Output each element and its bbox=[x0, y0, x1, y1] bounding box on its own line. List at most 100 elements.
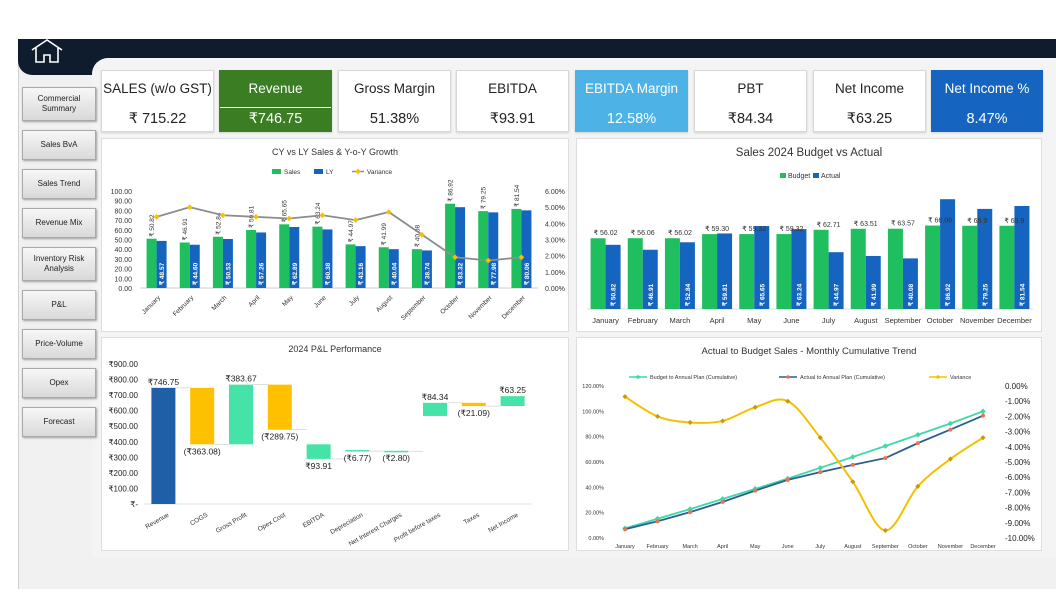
x-tick-label: February bbox=[628, 316, 658, 325]
x-tick-label: August bbox=[854, 316, 878, 325]
nav-sales-bva[interactable]: Sales BvA bbox=[22, 130, 96, 160]
budget-marker bbox=[947, 420, 954, 427]
actual-marker bbox=[948, 427, 953, 432]
sales-data-label: ₹ 81.54 bbox=[513, 184, 521, 207]
ly-bar bbox=[156, 240, 167, 288]
y-tick-label: 100.00 bbox=[111, 189, 133, 196]
kpi-label: Net Income bbox=[834, 81, 905, 96]
sales-bar bbox=[345, 244, 356, 288]
kpi-card: Revenue ₹746.75 bbox=[219, 70, 332, 132]
y-tick-label: 120.00% bbox=[582, 384, 604, 390]
actual-data-label: ₹ 86.92 bbox=[944, 283, 952, 306]
x-tick-label: March bbox=[682, 544, 697, 550]
home-icon[interactable] bbox=[28, 38, 66, 64]
x-tick-label: Net Income bbox=[487, 511, 520, 534]
nav-forecast[interactable]: Forecast bbox=[22, 407, 96, 437]
x-tick-label: May bbox=[747, 316, 761, 325]
variance-marker bbox=[720, 418, 726, 424]
actual-marker bbox=[655, 519, 660, 524]
y-tick-label: 40.00% bbox=[585, 485, 604, 491]
x-tick-label: May bbox=[281, 294, 295, 308]
nav-opex[interactable]: Opex bbox=[22, 368, 96, 398]
chart-title: Sales 2024 Budget vs Actual bbox=[735, 147, 883, 159]
y-tick-label: 50.00 bbox=[114, 238, 132, 245]
actual-data-label: ₹ 81.54 bbox=[1018, 283, 1026, 306]
nav-price-volume[interactable]: Price-Volume bbox=[22, 329, 96, 359]
kpi-label: PBT bbox=[737, 81, 764, 96]
y2-tick-label: -5.00% bbox=[1005, 458, 1030, 467]
x-tick-label: July bbox=[348, 294, 362, 308]
ly-data-label: ₹ 48.57 bbox=[158, 262, 166, 285]
y-tick-label: 80.00 bbox=[114, 208, 132, 215]
pl-waterfall-chart: ₹900.00 ₹800.00 ₹700.00 ₹600.00 ₹500.00 ₹400.… bbox=[108, 360, 532, 548]
sales-data-label: ₹ 52.84 bbox=[214, 212, 222, 235]
x-tick-label: February bbox=[647, 544, 669, 550]
waterfall-bar bbox=[151, 387, 176, 504]
waterfall-data-label: ₹84.34 bbox=[422, 392, 449, 402]
legend-marker bbox=[355, 168, 361, 175]
legend-marker bbox=[936, 375, 940, 379]
chart-title: CY vs LY Sales & Y-o-Y Growth bbox=[272, 147, 398, 157]
kpi-card: Net Income ₹63.25 bbox=[813, 70, 926, 132]
ly-data-label: ₹ 83.32 bbox=[457, 262, 465, 285]
budget-bar bbox=[813, 229, 829, 309]
waterfall-bar bbox=[345, 450, 370, 452]
variance-marker bbox=[882, 527, 888, 533]
budget-data-label: ₹ 56.06 bbox=[631, 229, 655, 237]
budget-marker bbox=[915, 431, 921, 438]
kpi-label: Net Income % bbox=[944, 81, 1030, 96]
x-tick-label: Revenue bbox=[144, 511, 170, 530]
sales-bar bbox=[411, 249, 422, 288]
ly-data-label: ₹ 62.89 bbox=[291, 262, 299, 285]
actual-bar bbox=[717, 233, 733, 309]
budget-bar bbox=[850, 228, 866, 309]
actual-bar bbox=[642, 249, 658, 309]
budget-marker bbox=[980, 408, 986, 415]
budget-data-label: ₹ 62.71 bbox=[817, 221, 841, 229]
budget-data-label: ₹ 59.32 bbox=[779, 225, 803, 233]
legend-swatch bbox=[813, 173, 819, 178]
x-tick-label: April bbox=[247, 294, 262, 309]
budget-data-label: ₹ 56.02 bbox=[668, 229, 692, 237]
nav-revenue-mix[interactable]: Revenue Mix bbox=[22, 208, 96, 238]
sales-bar bbox=[511, 208, 522, 288]
cumulative-trend-panel: Actual to Budget Sales - Monthly Cumulat… bbox=[576, 337, 1042, 551]
kpi-value: ₹746.75 bbox=[248, 111, 303, 127]
waterfall-data-label: (₹21.09) bbox=[458, 408, 491, 418]
y2-tick-label: -7.00% bbox=[1005, 488, 1030, 497]
budget-actual-chart: ₹ 56.02 ₹ 50.82 January ₹ 56.06 ₹ 46.91 Febru… bbox=[587, 173, 1033, 325]
y-tick-label: 20.00 bbox=[114, 267, 132, 274]
kpi-card: Gross Margin 51.38% bbox=[338, 70, 451, 132]
nav-commercial-summary[interactable]: Commercial Summary bbox=[22, 87, 96, 121]
ly-bar bbox=[488, 212, 499, 288]
y2-tick-label: -10.00% bbox=[1005, 534, 1035, 543]
y2-tick-label: -8.00% bbox=[1005, 504, 1030, 513]
nav-sales-trend[interactable]: Sales Trend bbox=[22, 169, 96, 199]
budget-data-label: ₹ 59.30 bbox=[705, 225, 729, 233]
ly-bar bbox=[289, 226, 300, 288]
y2-tick-label: 0.00% bbox=[545, 286, 565, 293]
y-tick-label: 0.00% bbox=[588, 536, 604, 542]
variance-marker bbox=[352, 217, 359, 223]
budget-bar bbox=[962, 225, 978, 309]
nav-pl[interactable]: P&L bbox=[22, 290, 96, 320]
waterfall-bar bbox=[267, 384, 292, 430]
actual-data-label: ₹ 40.08 bbox=[907, 283, 915, 306]
x-tick-label: March bbox=[669, 316, 690, 325]
x-tick-label: September bbox=[400, 294, 428, 322]
sales-data-label: ₹ 86.92 bbox=[447, 179, 455, 202]
waterfall-data-label: (₹6.77) bbox=[344, 453, 372, 463]
y-tick-label: 60.00% bbox=[585, 460, 604, 466]
kpi-value: ₹93.91 bbox=[489, 111, 536, 127]
y-tick-label: 70.00 bbox=[114, 218, 132, 225]
x-tick-label: October bbox=[908, 544, 928, 550]
y2-tick-label: -4.00% bbox=[1005, 443, 1030, 452]
actual-data-label: ₹ 79.25 bbox=[981, 283, 989, 306]
actual-marker bbox=[850, 462, 855, 467]
x-tick-label: July bbox=[815, 544, 825, 550]
actual-marker bbox=[753, 488, 758, 493]
x-tick-label: November bbox=[938, 544, 964, 550]
chart-title: Actual to Budget Sales - Monthly Cumulat… bbox=[701, 346, 917, 357]
cy-ly-sales-chart: 100.00 90.00 80.00 70.00 60.00 50.00 40.00 30.0… bbox=[111, 168, 565, 322]
nav-inventory-risk-analysis[interactable]: Inventory Risk Analysis bbox=[22, 247, 96, 281]
